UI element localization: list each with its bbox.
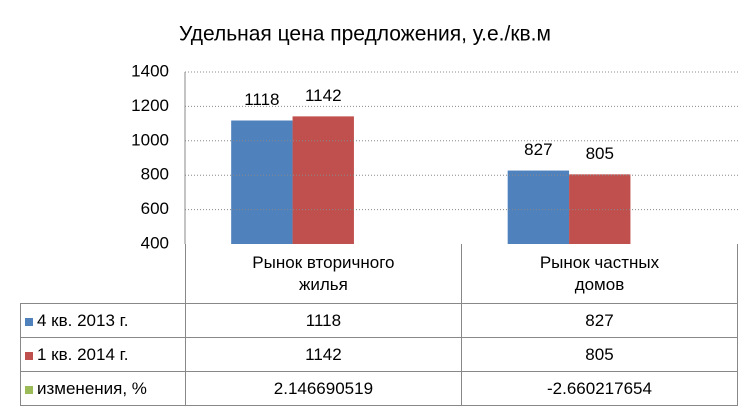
table-value: 2.146690519 xyxy=(184,371,462,406)
legend-label: 4 кв. 2013 г. xyxy=(37,310,129,330)
legend-cell: изменения, % xyxy=(20,371,186,406)
legend-key xyxy=(25,351,33,360)
table-row: 1 кв. 2014 г. 1142 805 xyxy=(20,337,738,372)
y-tick-label: 600 xyxy=(141,199,169,218)
x-tick-label: Рынок вторичного жилья xyxy=(252,252,395,294)
table-value: 805 xyxy=(460,337,738,372)
data-label: 1118 xyxy=(244,90,279,109)
table-corner xyxy=(20,244,186,304)
category-cell: Рынок частных домов xyxy=(460,244,738,304)
legend-cell: 4 кв. 2013 г. xyxy=(20,303,186,338)
legend-cell: 1 кв. 2014 г. xyxy=(20,337,186,372)
bar xyxy=(231,120,293,244)
y-tick-label: 1000 xyxy=(131,130,169,149)
table-row: изменения, % 2.146690519 -2.660217654 xyxy=(20,371,738,406)
category-cell: Рынок вторичного жилья xyxy=(184,244,462,304)
table-value: 827 xyxy=(460,303,738,338)
bar xyxy=(292,116,354,244)
legend-label: изменения, % xyxy=(37,378,147,398)
table-value: 1142 xyxy=(184,337,462,372)
y-tick-label: 800 xyxy=(141,165,169,184)
x-tick-label: Рынок частных домов xyxy=(539,252,660,294)
table-row: 4 кв. 2013 г. 1118 827 xyxy=(20,303,738,338)
chart-title: Удельная цена предложения, у.е./кв.м xyxy=(179,23,551,46)
data-label: 1142 xyxy=(305,86,342,105)
data-label: 827 xyxy=(524,140,552,159)
plot-area xyxy=(231,116,631,244)
legend-label: 1 кв. 2014 г. xyxy=(37,344,129,364)
data-label: 805 xyxy=(586,144,614,163)
data-table: Рынок вторичного жилья Рынок частных домо… xyxy=(20,244,738,406)
bar xyxy=(507,170,570,244)
legend-key xyxy=(25,317,33,326)
table-value: -2.660217654 xyxy=(460,371,738,406)
y-tick-label: 1400 xyxy=(131,61,169,80)
table-value: 1118 xyxy=(184,303,462,338)
table-header-row: Рынок вторичного жилья Рынок частных домо… xyxy=(20,244,738,304)
y-tick-label: 1200 xyxy=(131,96,169,115)
legend-key xyxy=(25,385,33,394)
